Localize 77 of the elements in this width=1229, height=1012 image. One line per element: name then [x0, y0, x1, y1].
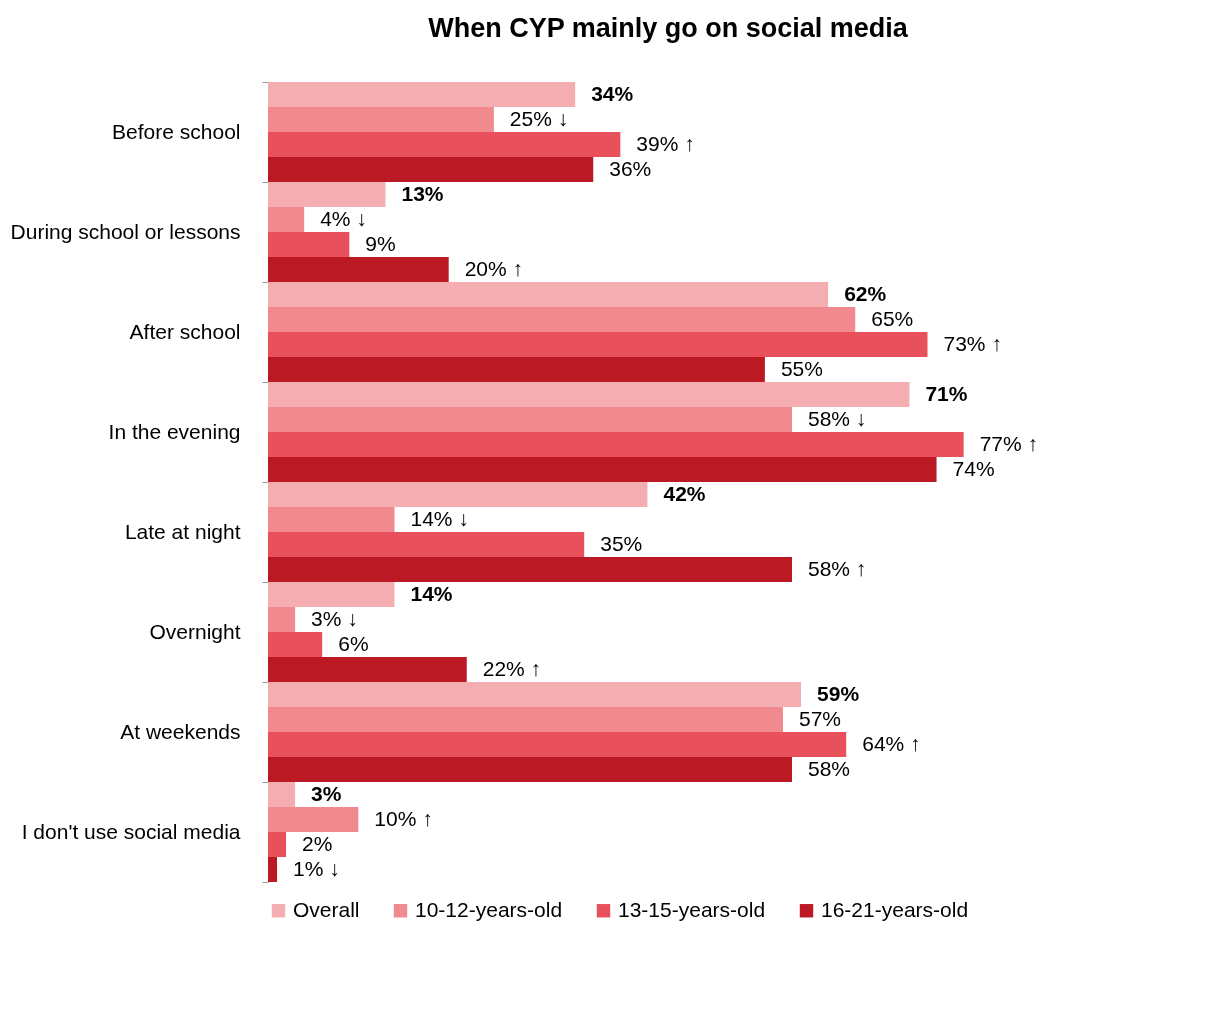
bar: [268, 257, 449, 282]
bar: [268, 757, 792, 782]
data-label: 57%: [798, 706, 841, 730]
data-label: 3%: [311, 781, 342, 805]
bar: [268, 232, 350, 257]
data-label: 20% ↑: [464, 256, 524, 280]
data-label: 14% ↓: [410, 506, 469, 530]
data-label: 6%: [338, 631, 369, 655]
legend-label: 16-21-years-old: [821, 897, 969, 921]
data-label: 14%: [410, 581, 453, 605]
bar: [268, 557, 792, 582]
data-label: 65%: [871, 306, 914, 330]
legend-label: Overall: [293, 897, 360, 921]
data-label: 71%: [925, 381, 968, 405]
y-tick-label: I don't use social media: [21, 819, 241, 843]
bar: [268, 682, 802, 707]
data-label: 59%: [817, 681, 860, 705]
data-label: 36%: [609, 156, 652, 180]
data-label: 35%: [600, 531, 643, 555]
y-tick-label: After school: [129, 319, 241, 343]
data-label: 34%: [591, 81, 634, 105]
bar: [268, 407, 792, 432]
bar: [268, 82, 576, 107]
data-label: 74%: [952, 456, 995, 480]
bar: [268, 107, 494, 132]
y-tick-label: In the evening: [108, 419, 241, 443]
bar: [268, 582, 395, 607]
bar: [268, 782, 296, 807]
data-label: 64% ↑: [862, 731, 921, 755]
bar: [268, 857, 278, 882]
y-tick-label: At weekends: [120, 719, 241, 743]
chart-title: When CYP mainly go on social media: [428, 13, 909, 43]
bar: [268, 207, 305, 232]
y-tick-label: During school or lessons: [10, 219, 241, 243]
y-tick-label: Before school: [112, 119, 241, 143]
data-label: 1% ↓: [293, 856, 340, 880]
bar: [268, 457, 937, 482]
bar: [268, 357, 765, 382]
bar: [268, 807, 359, 832]
data-label: 42%: [663, 481, 706, 505]
bar: [268, 182, 386, 207]
data-label: 10% ↑: [374, 806, 433, 830]
bar: [268, 532, 585, 557]
data-label: 39% ↑: [636, 131, 695, 155]
y-tick-label: Overnight: [149, 619, 241, 643]
data-label: 3% ↓: [311, 606, 358, 630]
bar: [268, 657, 467, 682]
bar: [268, 607, 296, 632]
bar: [268, 157, 594, 182]
bar: [268, 282, 829, 307]
bar: [268, 382, 910, 407]
data-label: 62%: [844, 281, 887, 305]
data-label: 13%: [401, 181, 444, 205]
data-label: 4% ↓: [320, 206, 367, 230]
bar: [268, 832, 287, 857]
data-label: 25% ↓: [509, 106, 569, 130]
data-label: 77% ↑: [979, 431, 1039, 455]
bar: [268, 632, 323, 657]
bar: [268, 332, 928, 357]
data-label: 58%: [808, 756, 851, 780]
bar: [268, 132, 621, 157]
legend-label: 10-12-years-old: [415, 897, 563, 921]
data-label: 55%: [780, 356, 823, 380]
data-label: 22% ↑: [482, 656, 542, 680]
data-label: 9%: [365, 231, 396, 255]
bar: [268, 507, 395, 532]
bar: [268, 307, 856, 332]
legend-label: 13-15-years-old: [618, 897, 766, 921]
bar: [268, 707, 783, 732]
bar: [268, 732, 847, 757]
y-tick-label: Late at night: [124, 519, 241, 543]
data-label: 58% ↓: [808, 406, 867, 430]
data-label: 2%: [302, 831, 333, 855]
data-label: 58% ↑: [808, 556, 867, 580]
data-label: 73% ↑: [943, 331, 1002, 355]
bar: [268, 432, 964, 457]
bar: [268, 482, 648, 507]
